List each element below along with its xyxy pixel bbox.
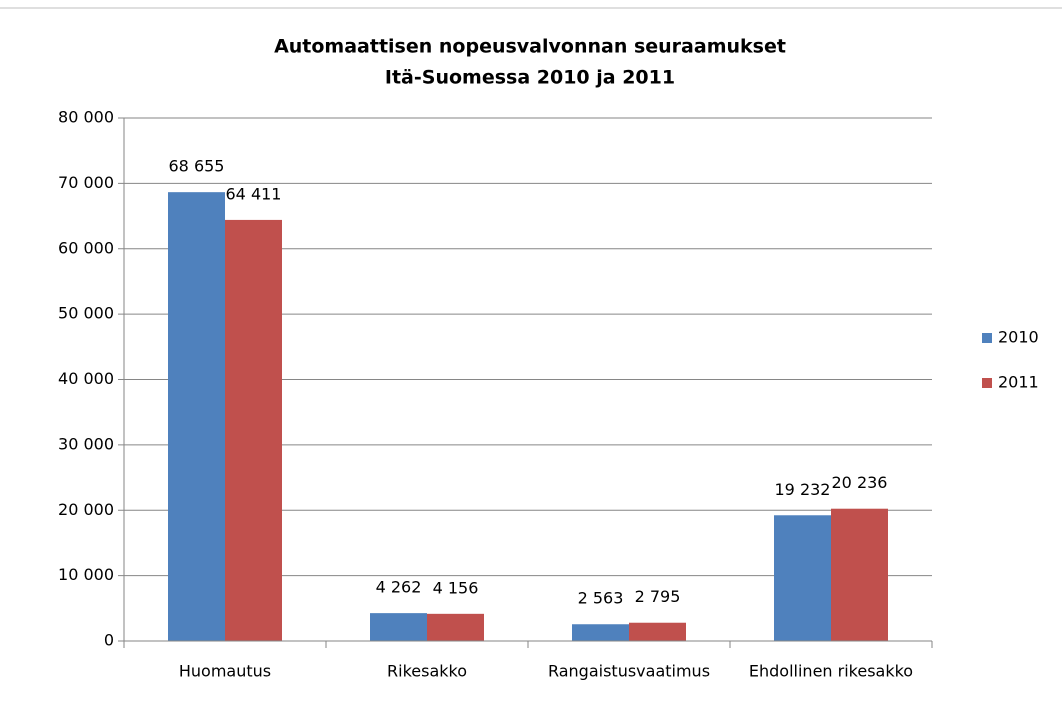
y-tick-label: 40 000 bbox=[58, 369, 114, 388]
legend-label: 2011 bbox=[998, 373, 1039, 392]
chart-title: Automaattisen nopeusvalvonnan seuraamuks… bbox=[274, 36, 786, 58]
x-tick-label: Ehdollinen rikesakko bbox=[749, 662, 913, 681]
x-tick-label: Rikesakko bbox=[387, 662, 467, 681]
bar bbox=[168, 192, 225, 641]
bar bbox=[572, 624, 629, 641]
data-label: 4 156 bbox=[433, 578, 479, 597]
data-label: 68 655 bbox=[169, 157, 225, 176]
data-label: 19 232 bbox=[775, 480, 831, 499]
bar bbox=[629, 622, 686, 641]
y-tick-label: 80 000 bbox=[58, 108, 114, 127]
y-tick-label: 30 000 bbox=[58, 434, 114, 453]
data-label: 4 262 bbox=[376, 578, 422, 597]
data-label: 2 795 bbox=[635, 587, 681, 606]
bar bbox=[774, 515, 831, 641]
data-label: 2 563 bbox=[578, 589, 624, 608]
legend-swatch bbox=[982, 378, 992, 388]
x-tick-label: Huomautus bbox=[179, 662, 271, 681]
legend-swatch bbox=[982, 333, 992, 343]
y-tick-label: 20 000 bbox=[58, 500, 114, 519]
bar bbox=[427, 613, 484, 641]
bar bbox=[370, 613, 427, 641]
data-label: 64 411 bbox=[226, 184, 282, 203]
y-tick-label: 60 000 bbox=[58, 238, 114, 257]
legend-label: 2010 bbox=[998, 328, 1039, 347]
x-tick-label: Rangaistusvaatimus bbox=[548, 662, 710, 681]
y-tick-label: 10 000 bbox=[58, 565, 114, 584]
bar bbox=[831, 508, 888, 641]
y-tick-label: 70 000 bbox=[58, 173, 114, 192]
data-label: 20 236 bbox=[832, 473, 888, 492]
bar bbox=[225, 219, 282, 641]
y-tick-label: 50 000 bbox=[58, 304, 114, 323]
y-tick-label: 0 bbox=[104, 631, 114, 650]
chart-title: Itä-Suomessa 2010 ja 2011 bbox=[385, 67, 675, 89]
